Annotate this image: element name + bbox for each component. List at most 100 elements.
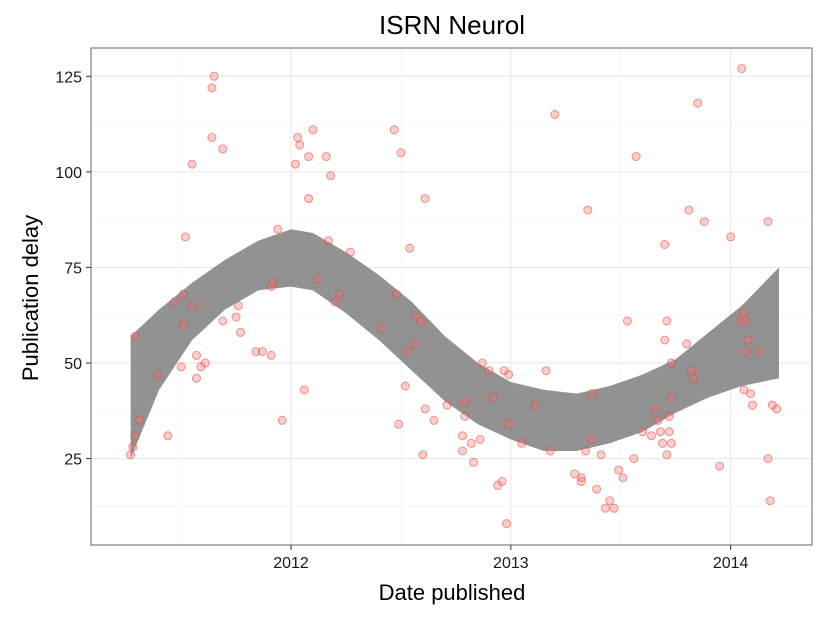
data-point [207,83,217,93]
data-point [664,427,674,437]
data-point [396,148,406,158]
data-point [541,366,551,376]
x-axis-ticks: 2012 2013 2014 [273,545,749,572]
data-point [258,347,267,357]
data-point [666,438,676,448]
data-point [550,110,560,119]
x-tick-label: 2012 [273,555,309,572]
data-point [653,415,663,425]
data-point [596,450,606,460]
data-point [394,419,404,429]
data-point [392,289,401,299]
data-point [389,125,399,135]
data-point [488,392,498,402]
data-point [405,243,415,253]
data-point [178,289,188,299]
data-point [416,316,426,326]
data-point [647,431,656,441]
data-point [293,133,303,142]
data-point [726,232,736,242]
data-point [469,457,478,467]
data-point [504,419,514,429]
data-point [409,339,419,349]
data-point [420,404,430,414]
data-point [504,370,514,379]
data-point [743,335,753,345]
data-point [218,316,228,326]
y-axis-title: Publication delay [18,215,43,381]
data-point [466,438,476,448]
data-point [187,301,197,311]
data-point [682,339,692,349]
data-point [609,503,619,513]
data-point [631,152,641,162]
data-point [176,362,186,372]
data-point [664,412,674,421]
data-point [460,396,470,406]
data-point [587,389,597,399]
data-point [660,240,670,249]
data-point [484,366,494,376]
data-point [660,335,670,345]
data-points [126,64,782,529]
data-point [442,400,452,410]
data-point [126,450,136,460]
data-point [765,496,775,506]
data-point [502,519,511,529]
data-point [170,297,179,307]
y-tick-label: 100 [55,165,82,182]
data-point [345,247,355,257]
y-axis-ticks: 25 50 75 100 125 [55,69,91,469]
data-point [251,347,261,357]
data-point [236,327,245,337]
data-point [772,404,782,414]
data-point [517,438,527,448]
data-point [163,431,173,441]
panel-border [90,47,813,546]
data-point [746,389,755,399]
data-point [600,503,610,513]
data-point [130,431,140,441]
data-point [323,236,333,246]
y-tick-label: 25 [64,452,82,469]
data-point [638,427,648,437]
data-point [429,415,439,425]
data-point [545,446,555,456]
data-point [192,350,201,360]
data-point [587,435,597,444]
y-tick-label: 50 [64,356,82,373]
data-point [693,98,703,108]
data-point [666,358,676,368]
data-point [181,232,190,242]
data-point [581,446,591,456]
data-point [614,465,624,475]
data-point [655,427,665,437]
data-point [739,385,749,395]
data-point [688,373,698,383]
data-point [420,194,430,204]
data-point [686,366,696,376]
data-point [475,435,485,444]
data-point [477,358,487,368]
data-point [605,496,615,506]
data-point [178,320,188,330]
data-point [295,140,305,150]
data-point [207,133,217,142]
smoothing-confidence-band [130,229,780,459]
data-point [592,484,602,494]
data-point [458,446,467,456]
data-point [576,477,586,486]
data-point [218,144,228,154]
data-point [684,205,694,215]
data-point [748,400,758,410]
data-point [187,159,197,169]
data-point [312,274,322,284]
data-point [418,450,428,460]
data-point [233,301,243,311]
data-point [268,278,278,288]
data-point [715,461,725,471]
data-point [266,350,276,360]
data-point [737,64,747,74]
data-point [152,370,162,379]
